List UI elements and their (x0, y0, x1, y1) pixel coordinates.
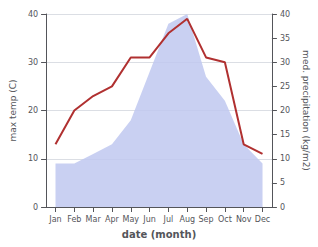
svg-text:date (month): date (month) (122, 229, 196, 240)
svg-text:Mar: Mar (86, 215, 102, 224)
svg-text:25: 25 (280, 82, 290, 91)
svg-text:5: 5 (280, 178, 285, 187)
svg-text:Apr: Apr (105, 215, 120, 224)
svg-text:20: 20 (28, 106, 38, 115)
svg-text:Nov: Nov (236, 215, 252, 224)
svg-text:30: 30 (28, 58, 38, 67)
svg-text:10: 10 (28, 154, 38, 163)
svg-text:30: 30 (280, 58, 290, 67)
svg-text:15: 15 (280, 130, 290, 139)
svg-text:Sep: Sep (199, 215, 214, 224)
svg-text:max temp (C): max temp (C) (8, 79, 18, 141)
svg-text:40: 40 (280, 10, 290, 19)
svg-text:Jul: Jul (163, 215, 174, 224)
svg-text:Jan: Jan (48, 215, 61, 224)
svg-text:Aug: Aug (179, 215, 195, 224)
svg-text:0: 0 (280, 203, 285, 212)
svg-text:Dec: Dec (255, 215, 270, 224)
svg-text:Feb: Feb (67, 215, 81, 224)
svg-text:May: May (122, 215, 139, 224)
svg-text:40: 40 (28, 10, 38, 19)
svg-text:med. precipitation (kg/m2): med. precipitation (kg/m2) (301, 50, 311, 171)
svg-text:35: 35 (280, 34, 290, 43)
svg-text:20: 20 (280, 106, 290, 115)
svg-text:Oct: Oct (218, 215, 232, 224)
svg-text:Jun: Jun (142, 215, 156, 224)
svg-text:10: 10 (280, 154, 290, 163)
svg-text:0: 0 (33, 203, 38, 212)
